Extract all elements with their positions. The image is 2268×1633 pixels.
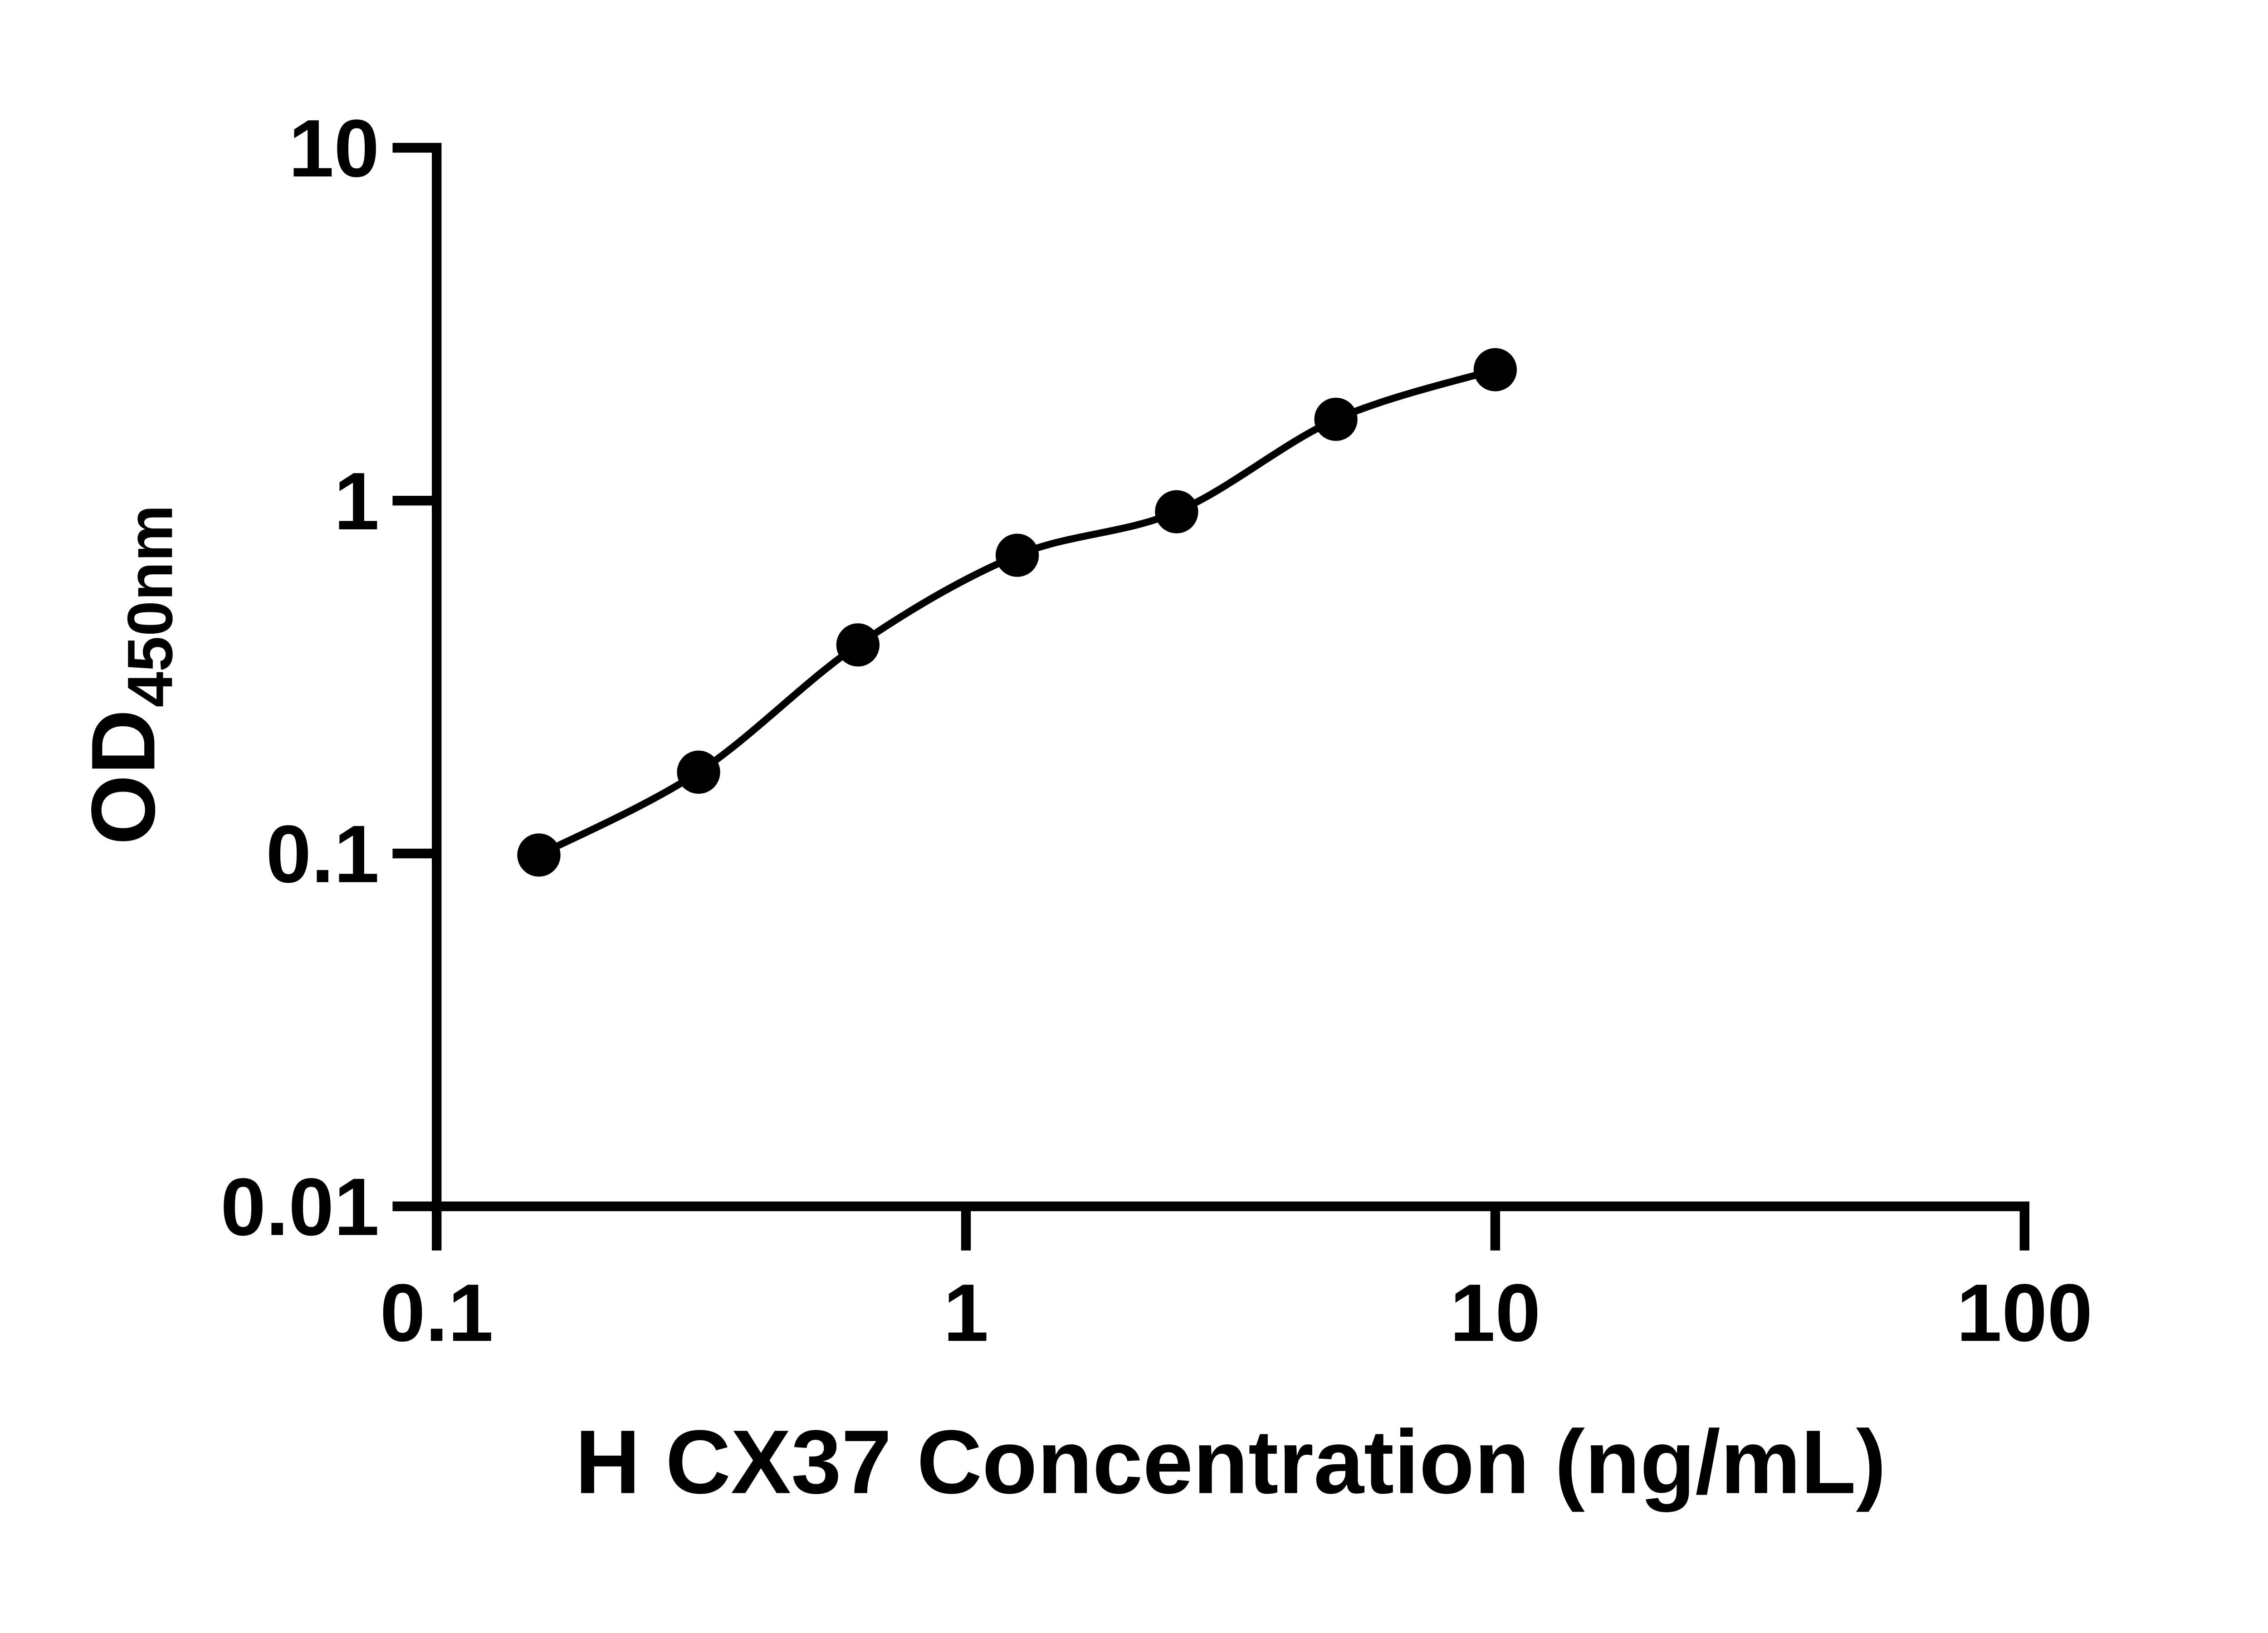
y-axis-title: OD 450nm <box>73 505 186 845</box>
y-tick-label: 0.01 <box>220 1162 379 1253</box>
data-point <box>995 533 1039 577</box>
y-tick-label: 1 <box>334 456 379 547</box>
x-tick-label: 10 <box>1450 1267 1540 1359</box>
x-axis-title: H CX37 Concentration (ng/mL) <box>575 1412 1886 1513</box>
data-points <box>517 348 1517 877</box>
y-tick-label: 10 <box>288 103 379 194</box>
data-point <box>1155 490 1198 533</box>
y-tick-label: 0.1 <box>266 809 379 900</box>
data-point <box>836 623 880 667</box>
data-point <box>1473 348 1517 391</box>
y-axis-title-main: OD <box>73 709 174 845</box>
axes <box>431 143 2029 1212</box>
data-point <box>677 750 720 794</box>
x-tick-label: 100 <box>1956 1267 2092 1359</box>
y-axis-title-subscript: 450nm <box>114 505 186 708</box>
x-tick-label: 1 <box>943 1267 988 1359</box>
axis-ticks <box>392 143 2029 1251</box>
data-point <box>1314 397 1358 441</box>
data-point <box>517 833 561 877</box>
x-tick-label: 0.1 <box>380 1267 494 1359</box>
elisa-standard-curve-figure: 10 1 0.1 0.01 0.1 1 10 100 H CX37 Concentration… <box>73 103 2093 1513</box>
